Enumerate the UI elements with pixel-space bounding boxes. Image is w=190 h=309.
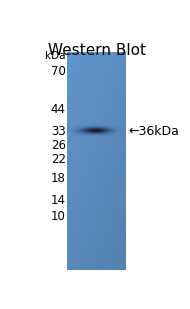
Text: kDa: kDa bbox=[45, 51, 66, 61]
Text: 44: 44 bbox=[51, 103, 66, 116]
Text: 10: 10 bbox=[51, 210, 66, 223]
Text: ←36kDa: ←36kDa bbox=[128, 125, 179, 138]
Text: 33: 33 bbox=[51, 125, 66, 138]
Text: 18: 18 bbox=[51, 172, 66, 185]
Text: 26: 26 bbox=[51, 139, 66, 152]
Text: 70: 70 bbox=[51, 65, 66, 78]
Text: 14: 14 bbox=[51, 193, 66, 206]
Text: 22: 22 bbox=[51, 153, 66, 166]
Text: Western Blot: Western Blot bbox=[48, 43, 146, 58]
